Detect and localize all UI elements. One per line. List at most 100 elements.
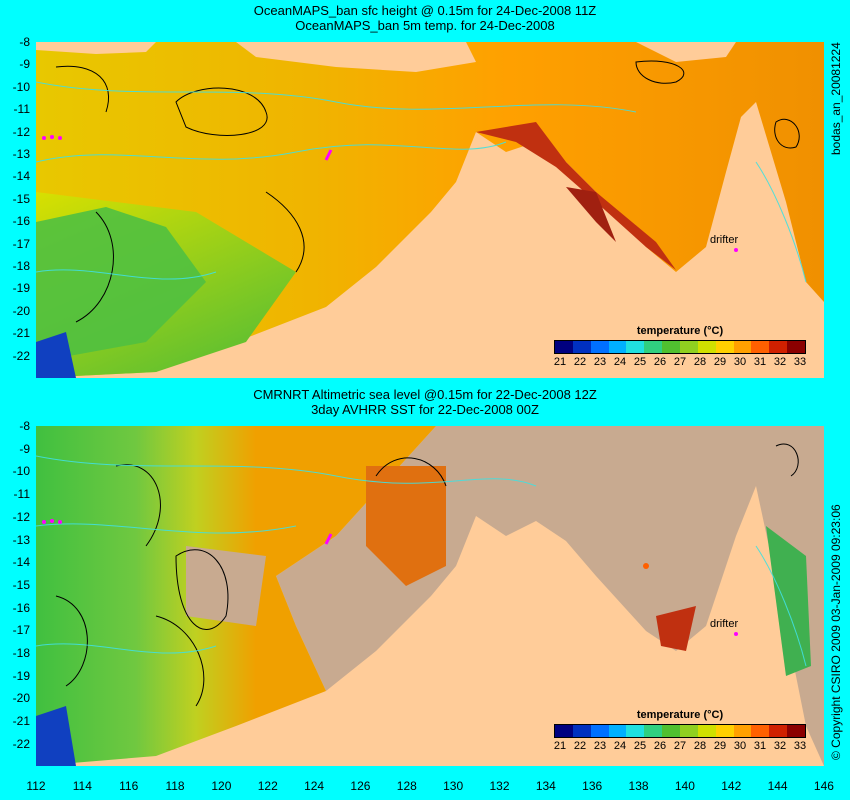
y-tick-label: -16 xyxy=(12,214,30,229)
legend-swatch xyxy=(626,341,645,353)
legend-swatch xyxy=(644,725,663,737)
panel1-title-line2: OceanMAPS_ban 5m temp. for 24-Dec-2008 xyxy=(295,18,555,33)
legend-swatch xyxy=(715,725,734,737)
x-tick-label: 124 xyxy=(304,779,325,793)
legend-swatch xyxy=(590,341,609,353)
legend-swatch xyxy=(787,725,806,737)
legend-labels: 21 22 23 24 25 26 27 28 29 30 31 32 33 xyxy=(550,356,810,368)
y-tick-label: -18 xyxy=(12,259,30,273)
legend-label: 31 xyxy=(753,740,767,752)
x-tick-label: 128 xyxy=(396,779,417,793)
legend-swatch xyxy=(751,725,770,737)
x-tick-label: 114 xyxy=(72,779,92,793)
x-tick-label: 116 xyxy=(119,779,139,793)
y-tick-label: -18 xyxy=(12,646,30,660)
legend-label: 24 xyxy=(613,356,627,368)
legend-label: 28 xyxy=(693,356,707,368)
x-tick-label: 132 xyxy=(489,779,510,793)
legend-swatch xyxy=(608,341,627,353)
panel2-map: drifter temperature (°C) 21 22 23 24 25 26 27 2… xyxy=(36,426,824,766)
y-tick-label: -8 xyxy=(19,419,30,433)
legend-swatch xyxy=(572,725,591,737)
legend-label: 27 xyxy=(673,740,687,752)
legend-colorbar xyxy=(554,724,806,738)
panel1-legend: temperature (°C) 21 22 23 24 25 26 27 28 29 30 31 3… xyxy=(550,325,810,368)
x-tick-label: 112 xyxy=(26,779,46,793)
legend-label: 29 xyxy=(713,740,727,752)
y-tick-label: -11 xyxy=(13,487,30,502)
legend-swatch xyxy=(769,341,788,353)
legend-label: 23 xyxy=(593,740,607,752)
legend-labels: 21 22 23 24 25 26 27 28 29 30 31 32 33 xyxy=(550,740,810,752)
panel2-title-line2: 3day AVHRR SST for 22-Dec-2008 00Z xyxy=(311,402,539,417)
legend-title: temperature (°C) xyxy=(636,325,724,337)
legend-swatch xyxy=(662,341,681,353)
legend-swatch xyxy=(644,341,663,353)
y-tick-label: -15 xyxy=(12,577,30,592)
drifter-label: drifter xyxy=(710,234,739,246)
legend-label: 30 xyxy=(733,740,747,752)
legend-swatch xyxy=(608,725,627,737)
y-tick-label: -21 xyxy=(12,326,30,341)
legend-label: 25 xyxy=(633,740,647,752)
legend-label: 24 xyxy=(613,740,627,752)
legend-swatch xyxy=(787,341,806,353)
legend-label: 27 xyxy=(673,356,687,368)
x-tick-label: 140 xyxy=(674,779,695,793)
panel2-map-graphic xyxy=(36,426,824,766)
legend-label: 32 xyxy=(773,740,787,752)
y-tick-label: -15 xyxy=(12,191,30,206)
x-tick-label: 126 xyxy=(350,779,371,793)
x-tick-label: 134 xyxy=(535,779,556,793)
y-tick-label: -17 xyxy=(12,236,30,251)
y-tick-label: -13 xyxy=(12,532,30,547)
y-tick-label: -12 xyxy=(12,124,30,139)
legend-label: 33 xyxy=(793,740,807,752)
legend-label: 28 xyxy=(693,740,707,752)
legend-swatch xyxy=(555,725,573,737)
legend-label: 33 xyxy=(793,356,807,368)
panel1-title-line1: OceanMAPS_ban sfc height @ 0.15m for 24-… xyxy=(253,3,597,18)
y-tick-label: -19 xyxy=(12,668,30,683)
panel1-map-graphic xyxy=(36,42,824,378)
panel2-side-label: © Copyright CSIRO 2009 03-Jan-2009 09:23… xyxy=(829,504,843,760)
drifter-label: drifter xyxy=(710,618,739,630)
y-tick-label: -16 xyxy=(12,600,30,615)
y-tick-label: -14 xyxy=(12,555,30,570)
y-tick-label: -12 xyxy=(12,509,30,524)
y-tick-label: -20 xyxy=(12,691,30,706)
x-tick-label: 120 xyxy=(211,779,232,793)
legend-label: 21 xyxy=(553,356,567,368)
legend-label: 26 xyxy=(653,356,667,368)
legend-swatch xyxy=(733,341,752,353)
legend-swatch xyxy=(697,341,716,353)
x-tick-label: 122 xyxy=(257,779,278,793)
legend-label: 25 xyxy=(633,356,647,368)
y-tick-label: -22 xyxy=(12,348,30,363)
panel2-title-line1: CMRNRT Altimetric sea level @0.15m for 2… xyxy=(253,387,597,402)
x-tick-label: 144 xyxy=(767,779,788,793)
y-tick-label: -22 xyxy=(12,736,30,751)
legend-swatch xyxy=(680,341,698,353)
x-tick-label: 136 xyxy=(582,779,603,793)
legend-label: 22 xyxy=(573,740,587,752)
y-tick-label: -20 xyxy=(12,303,30,318)
x-tick-label: 142 xyxy=(721,779,742,793)
x-tick-label: 130 xyxy=(443,779,464,793)
y-tick-label: -13 xyxy=(12,147,30,161)
legend-swatch xyxy=(769,725,788,737)
legend-title: temperature (°C) xyxy=(636,709,724,721)
legend-label: 29 xyxy=(713,356,727,368)
legend-swatch xyxy=(733,725,752,737)
legend-label: 23 xyxy=(593,356,607,368)
legend-label: 22 xyxy=(573,356,587,368)
y-tick-label: -8 xyxy=(19,35,30,49)
legend-label: 32 xyxy=(773,356,787,368)
y-tick-label: -17 xyxy=(12,623,30,638)
y-tick-label: -11 xyxy=(13,102,30,117)
y-tick-label: -9 xyxy=(19,441,30,456)
panel1-side-label: bodas_an_20081224 xyxy=(829,42,843,155)
x-tick-label: 118 xyxy=(165,779,185,793)
legend-colorbar xyxy=(554,340,806,354)
x-tick-label: 138 xyxy=(628,779,649,793)
